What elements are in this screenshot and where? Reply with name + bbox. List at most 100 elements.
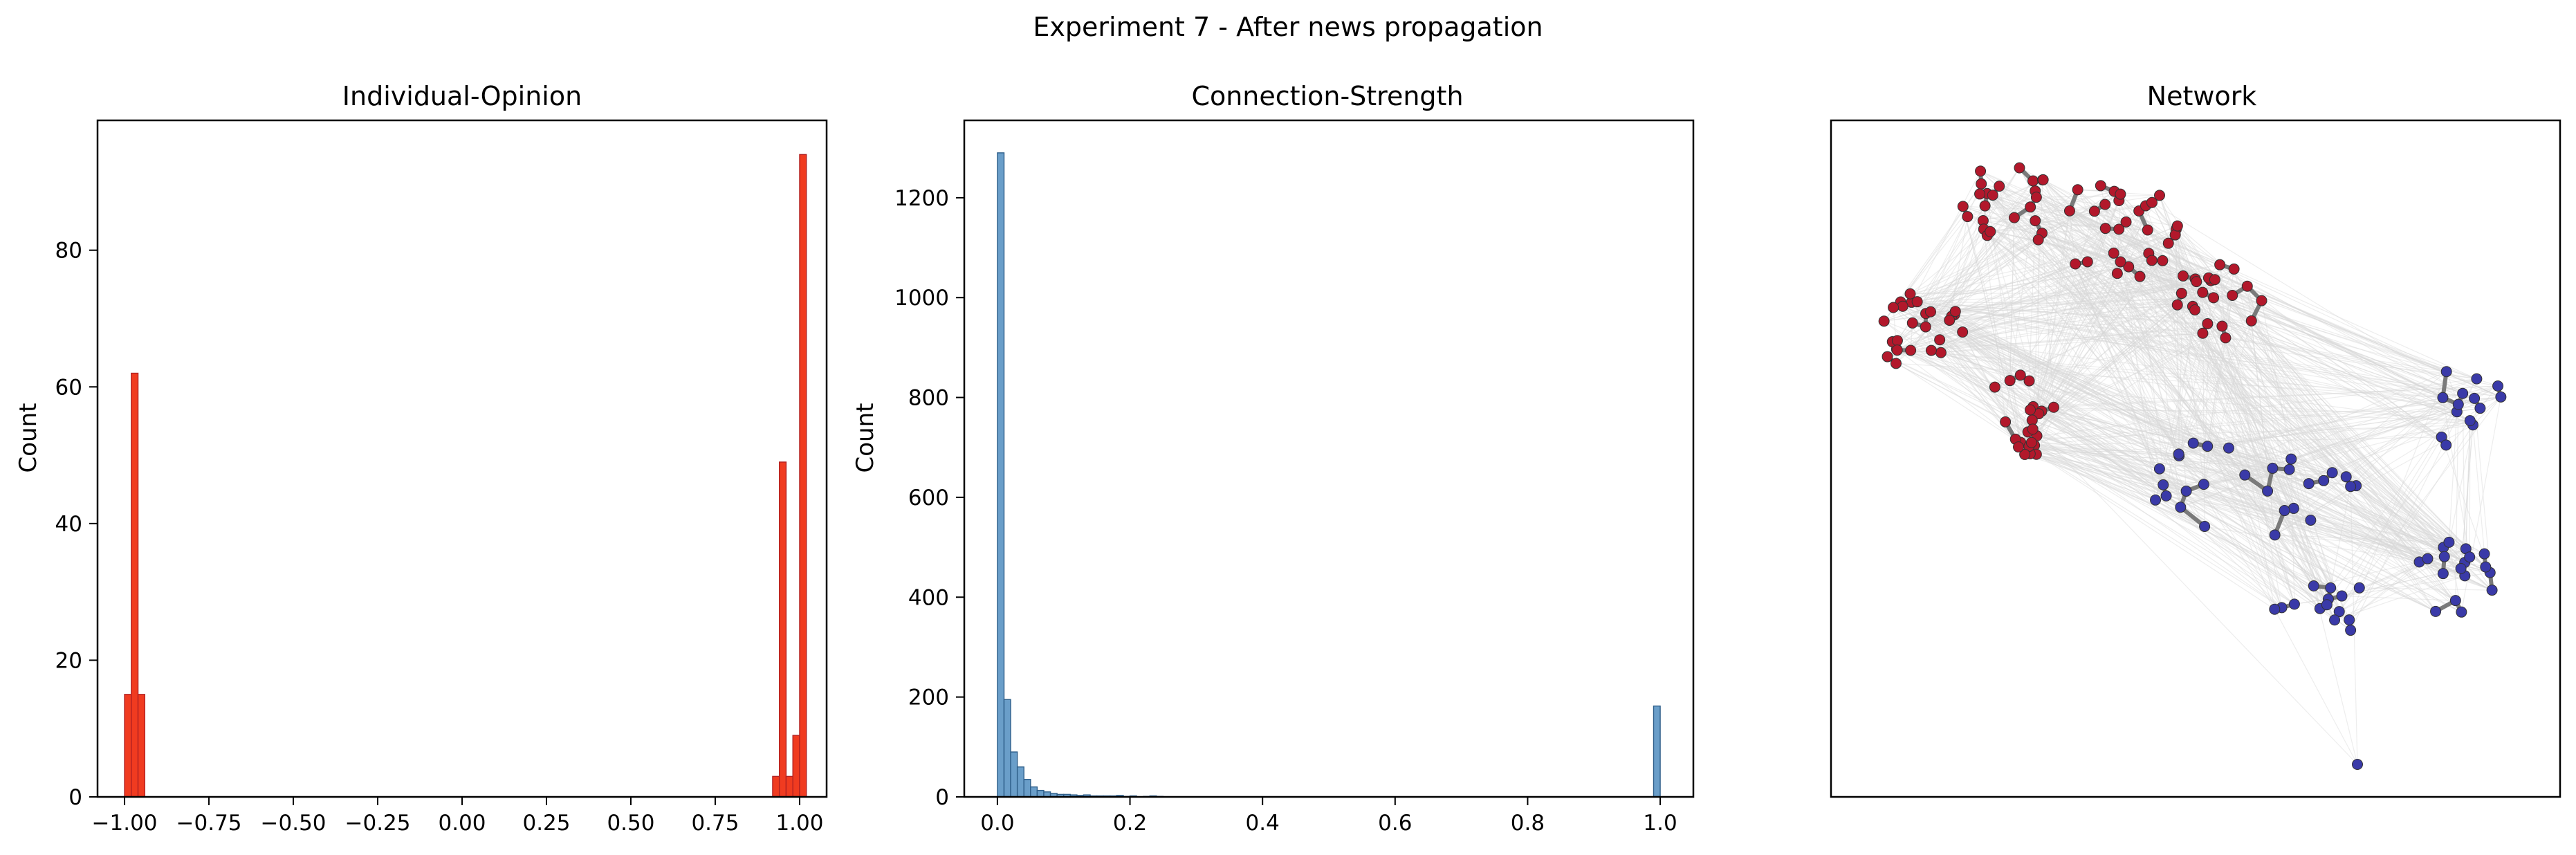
- y-tick-label: 0: [935, 785, 949, 810]
- network-node: [2070, 258, 2081, 270]
- network-weak-edge: [2272, 468, 2351, 631]
- histogram-bar: [778, 461, 787, 798]
- network-weak-edge: [1982, 220, 2209, 279]
- network-weak-edge: [2207, 407, 2481, 447]
- network-weak-edge: [2118, 200, 2275, 609]
- network-weak-edge: [1994, 320, 2252, 388]
- network-weak-edge: [2203, 295, 2233, 485]
- network-weak-edge: [2069, 210, 2335, 620]
- x-tick-label: −1.00: [92, 811, 158, 836]
- network-weak-edge: [1917, 301, 2034, 430]
- network-node: [2014, 162, 2025, 174]
- network-weak-edge: [2117, 273, 2462, 613]
- network-weak-edge: [1917, 301, 2223, 327]
- network-weak-edge: [2032, 419, 2311, 521]
- network-weak-edge: [1962, 206, 2021, 443]
- network-weak-edge: [1910, 181, 2034, 351]
- network-node: [2072, 184, 2083, 196]
- x-tick-label: 0.6: [1378, 811, 1412, 836]
- network-weak-edge: [2036, 435, 2428, 560]
- network-node: [2452, 398, 2464, 410]
- network-weak-edge: [2272, 468, 2444, 548]
- network-weak-edge: [2020, 374, 2205, 527]
- network-weak-edge: [2151, 202, 2463, 394]
- network-weak-edge: [2038, 239, 2501, 398]
- network-node: [2008, 212, 2020, 223]
- network-node: [2214, 259, 2226, 270]
- network-weak-edge: [2308, 371, 2447, 484]
- network-weak-edge: [2032, 406, 2331, 589]
- network-node: [2099, 223, 2111, 235]
- network-node: [1957, 201, 1969, 212]
- network-weak-edge: [2207, 323, 2444, 548]
- network-weak-edge: [2442, 548, 2467, 574]
- network-weak-edge: [2219, 264, 2456, 601]
- network-weak-edge: [1955, 226, 2178, 312]
- network-weak-edge: [2194, 309, 2315, 587]
- network-weak-edge: [1917, 301, 2501, 398]
- network-weak-edge: [2038, 266, 2129, 414]
- network-weak-edge: [1987, 235, 2347, 477]
- network-weak-edge: [2148, 252, 2285, 511]
- network-weak-edge: [2042, 179, 2444, 548]
- y-tick-label: 200: [908, 686, 949, 710]
- network-weak-edge: [2290, 459, 2449, 543]
- network-weak-edge: [2193, 442, 2324, 481]
- network-weak-edge: [1900, 194, 2121, 303]
- network-weak-edge: [2289, 404, 2459, 470]
- network-weak-edge: [2027, 211, 2095, 432]
- network-nodes: [1878, 162, 2507, 770]
- network-weak-edge: [2159, 195, 2329, 600]
- network-weak-edge: [2175, 229, 2214, 298]
- network-weak-edge: [1998, 185, 2442, 438]
- histogram-bar: [792, 735, 800, 798]
- network-weak-edge: [2032, 406, 2436, 612]
- network-weak-edge: [2163, 484, 2490, 573]
- network-weak-edge: [2041, 232, 2129, 268]
- network-node: [2154, 190, 2166, 201]
- network-weak-edge: [2214, 279, 2442, 438]
- network-weak-edge: [1912, 322, 2462, 613]
- network-weak-edge: [2350, 486, 2358, 765]
- network-weak-edge: [2293, 385, 2499, 509]
- network-weak-edge: [2128, 226, 2178, 268]
- network-weak-edge: [1895, 206, 2031, 364]
- network-weak-edge: [1887, 356, 2360, 589]
- network-node: [2146, 196, 2158, 208]
- network-weak-edge: [1962, 331, 2492, 591]
- network-weak-edge: [2219, 264, 2283, 608]
- network-weak-edge: [2028, 205, 2146, 381]
- network-node: [2443, 536, 2455, 548]
- network-weak-edge: [2042, 179, 2324, 481]
- network-node: [2227, 289, 2238, 301]
- network-weak-edge: [2030, 453, 2204, 485]
- network-weak-edge: [1897, 349, 2030, 382]
- histogram-bar: [1003, 699, 1011, 798]
- network-weak-edge: [2038, 190, 2079, 414]
- network-weak-edge: [1940, 352, 2324, 481]
- network-weak-edge: [2175, 235, 2295, 605]
- network-node: [2123, 261, 2135, 273]
- network-weak-edge: [2290, 459, 2295, 605]
- figure-suptitle: Experiment 7 - After news propagation: [1033, 12, 1543, 42]
- network-weak-edge: [2145, 205, 2447, 445]
- network-weak-edge: [1987, 193, 2106, 229]
- network-weak-edge: [1962, 281, 2197, 333]
- network-weak-edge: [1955, 306, 2193, 312]
- network-weak-edge: [2030, 206, 2467, 549]
- network-weak-edge: [2015, 439, 2166, 497]
- network-weak-edge: [1994, 268, 2234, 388]
- opinion-histogram-ylabel: Count: [15, 403, 42, 473]
- network-weak-edge: [2029, 380, 2436, 612]
- network-weak-edge: [1987, 235, 2335, 620]
- network-weak-edge: [2041, 210, 2070, 412]
- network-weak-edge: [2038, 239, 2447, 372]
- network-weak-edge: [2087, 261, 2445, 558]
- network-weak-edge: [1954, 314, 2475, 399]
- histogram-bar: [1010, 751, 1018, 798]
- network-node: [2191, 276, 2202, 288]
- network-weak-edge: [2251, 320, 2324, 481]
- network-node: [1935, 347, 1947, 358]
- network-node: [2440, 366, 2452, 378]
- network-weak-edge: [1884, 320, 2295, 605]
